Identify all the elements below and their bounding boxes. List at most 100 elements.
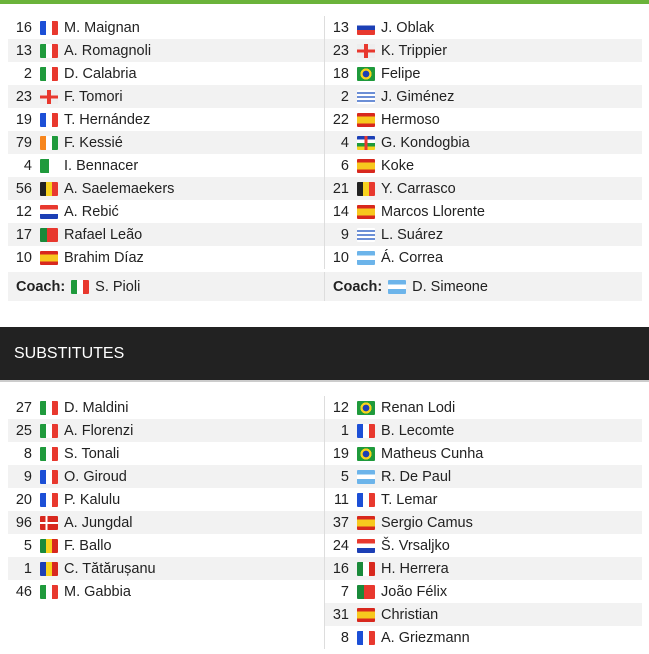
flag-it-icon [40,584,58,599]
player-name[interactable]: A. Romagnoli [64,42,152,59]
player-name[interactable]: Felipe [381,65,421,82]
shirt-number: 5 [340,468,349,485]
player-row: 16 M. Maignan [8,16,324,39]
player-name[interactable]: A. Florenzi [64,422,134,439]
player-name[interactable]: A. Griezmann [381,629,470,646]
player-name[interactable]: T. Lemar [381,491,438,508]
player-row: 46 M. Gabbia [8,580,324,603]
flag-es-icon [40,250,58,265]
flag-ci-icon [40,135,58,150]
player-name[interactable]: B. Lecomte [381,422,455,439]
shirt-number: 12 [15,203,32,220]
player-name[interactable]: G. Kondogbia [381,134,470,151]
player-name[interactable]: Marcos Llorente [381,203,485,220]
player-row: 1 C. Tătărușanu [8,557,324,580]
flag-be-icon [357,181,375,196]
shirt-number: 9 [340,226,349,243]
shirt-number: 56 [15,180,32,197]
player-row: 7 João Félix [325,580,642,603]
player-name[interactable]: S. Tonali [64,445,120,462]
player-name[interactable]: D. Maldini [64,399,129,416]
player-name[interactable]: T. Hernández [64,111,151,128]
player-name[interactable]: M. Maignan [64,19,140,36]
flag-fr-icon [40,112,58,127]
player-name[interactable]: A. Saelemaekers [64,180,175,197]
shirt-number: 19 [15,111,32,128]
player-row: 96 A. Jungdal [8,511,324,534]
player-name[interactable]: K. Trippier [381,42,448,59]
shirt-number: 20 [15,491,32,508]
player-name[interactable]: F. Kessié [64,134,123,151]
coach-name[interactable]: D. Simeone [412,278,488,295]
player-name[interactable]: I. Bennacer [64,157,139,174]
shirt-number: 13 [332,19,349,36]
top-accent-bar [0,0,649,4]
flag-fr-icon [357,630,375,645]
player-name[interactable]: Christian [381,606,439,623]
player-name[interactable]: P. Kalulu [64,491,121,508]
shirt-number: 4 [23,157,32,174]
player-name[interactable]: Y. Carrasco [381,180,456,197]
player-row: 4 G. Kondogbia [325,131,642,154]
player-name[interactable]: A. Jungdal [64,514,133,531]
player-name[interactable]: O. Giroud [64,468,127,485]
player-name[interactable]: F. Tomori [64,88,123,105]
flag-es-icon [357,515,375,530]
flag-uy-icon [357,89,375,104]
player-name[interactable]: Matheus Cunha [381,445,484,462]
player-name[interactable]: R. De Paul [381,468,452,485]
flag-it-icon [40,400,58,415]
player-name[interactable]: J. Oblak [381,19,435,36]
player-name[interactable]: F. Ballo [64,537,112,554]
player-name[interactable]: Hermoso [381,111,440,128]
player-name[interactable]: M. Gabbia [64,583,131,600]
player-name[interactable]: Š. Vrsaljko [381,537,450,554]
flag-hr-icon [40,204,58,219]
flag-fr-icon [357,423,375,438]
home-substitutes: 27 D. Maldini 25 A. Florenzi 8 S. Tonali 9 O. G… [8,396,325,649]
player-name[interactable]: J. Giménez [381,88,455,105]
player-row: 14 Marcos Llorente [325,200,642,223]
shirt-number: 31 [332,606,349,623]
player-name[interactable]: A. Rebić [64,203,119,220]
flag-it-icon [40,66,58,81]
shirt-number: 37 [332,514,349,531]
shirt-number: 9 [23,468,32,485]
coach-row: Coach: S. Pioli Coach: D. Simeone [8,272,642,301]
flag-fr-icon [40,469,58,484]
player-name[interactable]: João Félix [381,583,448,600]
substitutes-lists: 27 D. Maldini 25 A. Florenzi 8 S. Tonali 9 O. G… [8,396,642,649]
player-name[interactable]: H. Herrera [381,560,449,577]
player-name[interactable]: Koke [381,157,415,174]
flag-si-icon [357,20,375,35]
player-name[interactable]: Sergio Camus [381,514,473,531]
shirt-number: 11 [333,491,349,508]
player-row: 19 T. Hernández [8,108,324,131]
flag-es-icon [357,607,375,622]
player-name[interactable]: Renan Lodi [381,399,456,416]
flag-mx-icon [357,561,375,576]
player-row: 20 P. Kalulu [8,488,324,511]
player-name[interactable]: L. Suárez [381,226,444,243]
player-name[interactable]: Á. Correa [381,249,444,266]
flag-sn-icon [40,538,58,553]
player-row: 16 H. Herrera [325,557,642,580]
player-row: 18 Felipe [325,62,642,85]
player-row: 25 A. Florenzi [8,419,324,442]
coach-name[interactable]: S. Pioli [95,278,141,295]
shirt-number: 1 [23,560,32,577]
flag-dk-icon [40,515,58,530]
player-row: 56 A. Saelemaekers [8,177,324,200]
shirt-number: 5 [23,537,32,554]
player-name[interactable]: Rafael Leão [64,226,143,243]
shirt-number: 16 [15,19,32,36]
shirt-number: 2 [23,65,32,82]
home-coach: Coach: S. Pioli [8,272,325,301]
flag-icon [388,279,407,294]
away-lineup: 13 J. Oblak 23 K. Trippier 18 Felipe 2 J. Gimén… [325,16,642,269]
player-row: 8 S. Tonali [8,442,324,465]
player-row: 22 Hermoso [325,108,642,131]
player-name[interactable]: C. Tătărușanu [64,560,156,577]
player-name[interactable]: D. Calabria [64,65,137,82]
player-name[interactable]: Brahim Díaz [64,249,144,266]
